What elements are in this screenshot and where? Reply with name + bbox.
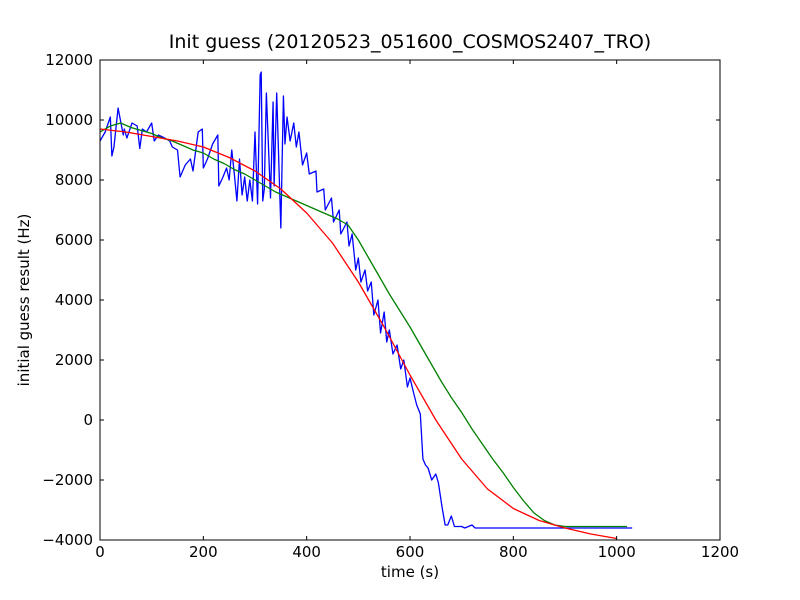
y-tick-label: 4000 bbox=[55, 291, 93, 309]
series-line-2 bbox=[99, 122, 627, 528]
plot-area bbox=[100, 60, 720, 540]
y-tick-label: 12000 bbox=[45, 51, 93, 69]
x-tick-label: 800 bbox=[499, 543, 528, 561]
y-tick-label: 10000 bbox=[45, 111, 93, 129]
y-tick-label: 8000 bbox=[55, 171, 93, 189]
series-line-1 bbox=[99, 71, 633, 529]
y-tick-label: −2000 bbox=[42, 471, 93, 489]
tick-layer: 0 200 400 600 800 1000 1200 −4000 −2000 0 2000 4000… bbox=[42, 51, 739, 561]
series-line-3 bbox=[99, 128, 617, 540]
y-tick-label: 0 bbox=[83, 411, 93, 429]
x-tick-label: 0 bbox=[95, 543, 105, 561]
y-axis-title: initial guess result (Hz) bbox=[15, 214, 33, 387]
x-tick-label: 200 bbox=[189, 543, 218, 561]
x-tick-label: 400 bbox=[292, 543, 321, 561]
y-tick-label: −4000 bbox=[42, 531, 93, 549]
y-tick-label: 6000 bbox=[55, 231, 93, 249]
y-tick-label: 2000 bbox=[55, 351, 93, 369]
chart-title: Init guess (20120523_051600_COSMOS2407_T… bbox=[169, 31, 651, 53]
x-tick-label: 1200 bbox=[701, 543, 739, 561]
x-axis-title: time (s) bbox=[381, 563, 439, 581]
series-layer bbox=[99, 71, 633, 540]
x-tick-label: 600 bbox=[396, 543, 425, 561]
x-tick-label: 1000 bbox=[598, 543, 636, 561]
